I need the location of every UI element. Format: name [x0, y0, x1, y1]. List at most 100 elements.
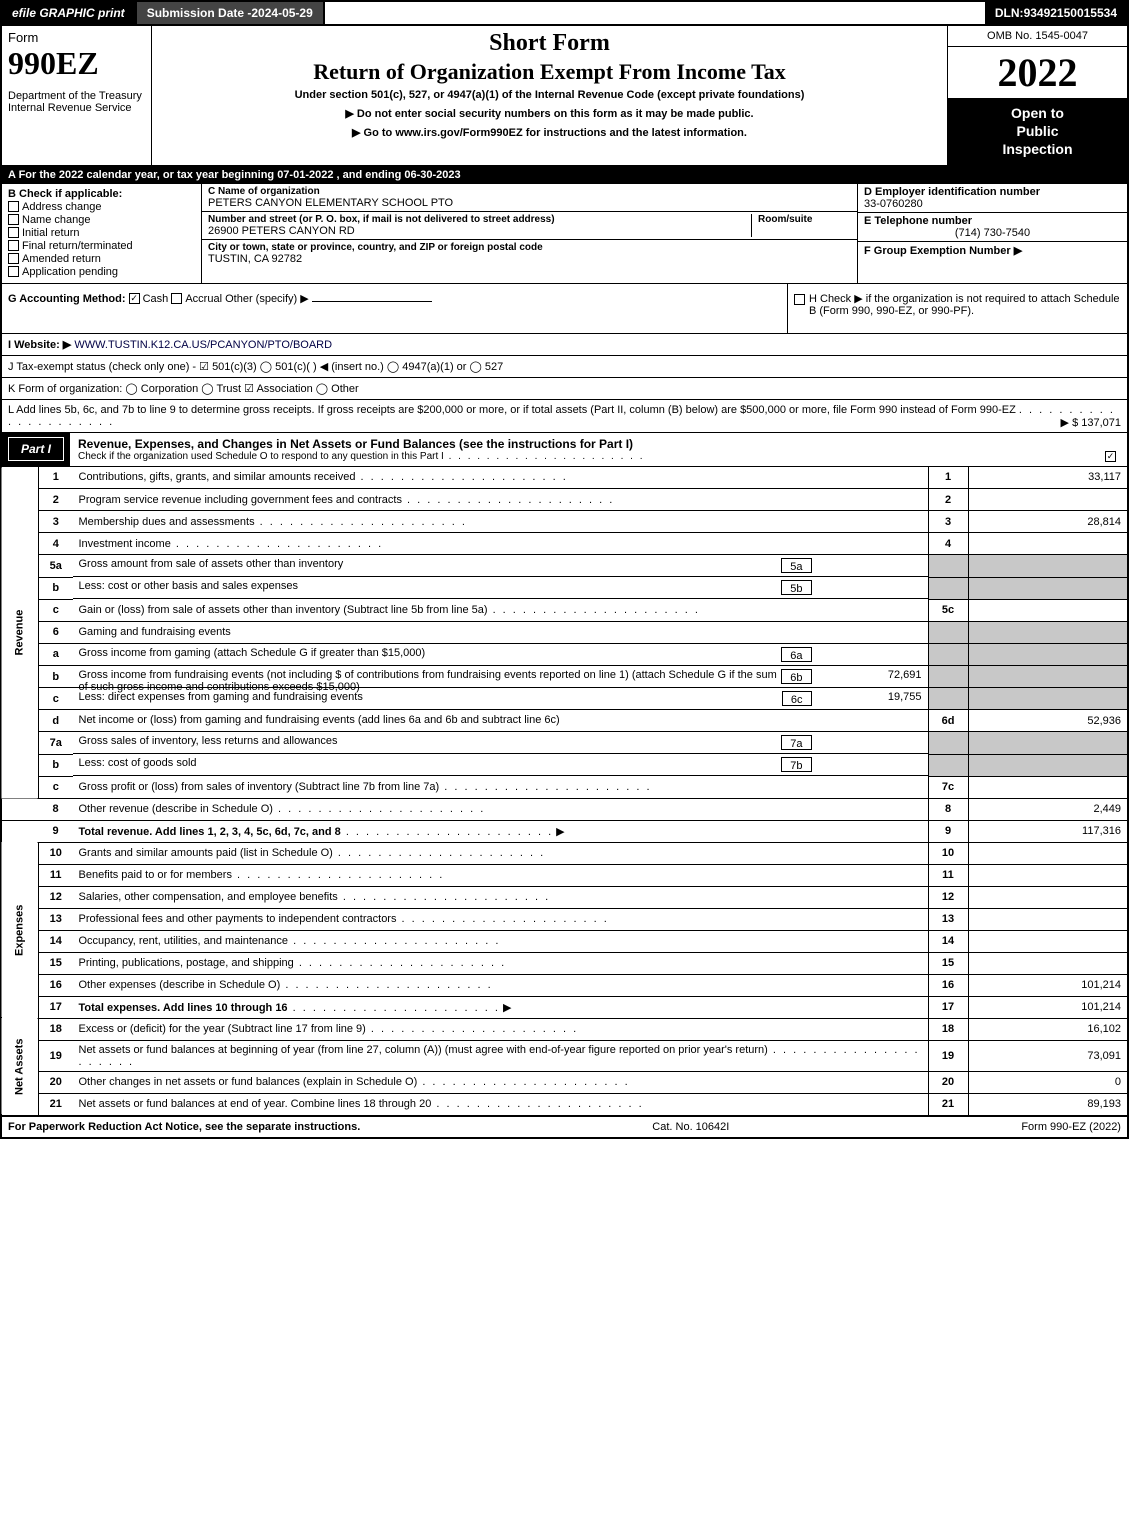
- line-7a: 7aGross sales of inventory, less returns…: [1, 732, 1128, 755]
- line-16: 16Other expenses (describe in Schedule O…: [1, 974, 1128, 996]
- org-name-label: C Name of organization: [208, 186, 851, 197]
- submission-date-value: 2024-05-29: [251, 6, 312, 20]
- sidelabel-revenue: Revenue: [1, 467, 39, 799]
- line-6c: cLess: direct expenses from gaming and f…: [1, 688, 1128, 710]
- line-12: 12Salaries, other compensation, and empl…: [1, 886, 1128, 908]
- street-label: Number and street (or P. O. box, if mail…: [208, 214, 751, 225]
- row-g-h: G Accounting Method: Cash Accrual Other …: [0, 284, 1129, 334]
- line-14: 14Occupancy, rent, utilities, and mainte…: [1, 930, 1128, 952]
- omb-number: OMB No. 1545-0047: [948, 26, 1127, 47]
- form-number: 990EZ: [8, 45, 145, 82]
- check-name-change[interactable]: Name change: [8, 214, 195, 226]
- footer-cat-no: Cat. No. 10642I: [652, 1121, 729, 1133]
- form-subtitle: Under section 501(c), 527, or 4947(a)(1)…: [156, 89, 943, 101]
- check-amended-return[interactable]: Amended return: [8, 253, 195, 265]
- box-b-title: B Check if applicable:: [8, 188, 195, 200]
- form-title-short: Short Form: [156, 30, 943, 57]
- form-id-block: Form 990EZ Department of the Treasury In…: [2, 26, 152, 165]
- check-initial-return[interactable]: Initial return: [8, 227, 195, 239]
- part-1-tab: Part I: [8, 437, 64, 461]
- footer-left: For Paperwork Reduction Act Notice, see …: [8, 1121, 360, 1133]
- line-4: 4Investment income4: [1, 533, 1128, 555]
- line-5c: cGain or (loss) from sale of assets othe…: [1, 599, 1128, 621]
- row-i-website: I Website: ▶ WWW.TUSTIN.K12.CA.US/PCANYO…: [0, 334, 1129, 356]
- accounting-method: G Accounting Method: Cash Accrual Other …: [2, 284, 787, 333]
- box-d: D Employer identification number 33-0760…: [857, 184, 1127, 283]
- dln-label: DLN:: [995, 6, 1024, 20]
- department-label: Department of the Treasury Internal Reve…: [8, 90, 145, 114]
- check-accrual[interactable]: [171, 293, 182, 304]
- box-c: C Name of organization PETERS CANYON ELE…: [202, 184, 857, 283]
- line-9: 9Total revenue. Add lines 1, 2, 3, 4, 5c…: [1, 820, 1128, 842]
- efile-print-button[interactable]: efile GRAPHIC print: [2, 2, 137, 24]
- line-10: Expenses 10Grants and similar amounts pa…: [1, 842, 1128, 864]
- submission-date: Submission Date - 2024-05-29: [137, 2, 325, 24]
- form-title-block: Short Form Return of Organization Exempt…: [152, 26, 947, 165]
- city-value: TUSTIN, CA 92782: [208, 253, 543, 265]
- check-address-change[interactable]: Address change: [8, 201, 195, 213]
- box-b: B Check if applicable: Address change Na…: [2, 184, 202, 283]
- website-label: I Website: ▶: [8, 339, 71, 351]
- section-bcd: B Check if applicable: Address change Na…: [0, 184, 1129, 284]
- check-schedule-b-not-required[interactable]: [794, 294, 805, 305]
- form-title-long: Return of Organization Exempt From Incom…: [156, 59, 943, 85]
- line-2: 2Program service revenue including gover…: [1, 489, 1128, 511]
- row-g-label: G Accounting Method:: [8, 293, 126, 305]
- line-5a: 5aGross amount from sale of assets other…: [1, 555, 1128, 578]
- line-3: 3Membership dues and assessments328,814: [1, 511, 1128, 533]
- line-6a: aGross income from gaming (attach Schedu…: [1, 643, 1128, 666]
- telephone-label: E Telephone number: [864, 215, 1121, 227]
- line-15: 15Printing, publications, postage, and s…: [1, 952, 1128, 974]
- line-19: 19Net assets or fund balances at beginni…: [1, 1040, 1128, 1071]
- line-17: 17Total expenses. Add lines 10 through 1…: [1, 996, 1128, 1018]
- line-20: 20Other changes in net assets or fund ba…: [1, 1071, 1128, 1093]
- row-j-tax-exempt-status: J Tax-exempt status (check only one) - ☑…: [0, 356, 1129, 378]
- top-bar: efile GRAPHIC print Submission Date - 20…: [0, 0, 1129, 26]
- sidelabel-expenses: Expenses: [1, 842, 39, 1018]
- line-6b: bGross income from fundraising events (n…: [1, 666, 1128, 688]
- row-l-text: L Add lines 5b, 6c, and 7b to line 9 to …: [8, 404, 1016, 416]
- check-cash[interactable]: [129, 293, 140, 304]
- row-h-text: H Check ▶ if the organization is not req…: [809, 293, 1120, 317]
- row-a-tax-year: A For the 2022 calendar year, or tax yea…: [0, 167, 1129, 184]
- page-footer: For Paperwork Reduction Act Notice, see …: [0, 1116, 1129, 1139]
- check-final-return[interactable]: Final return/terminated: [8, 240, 195, 252]
- street-value: 26900 PETERS CANYON RD: [208, 225, 751, 237]
- telephone-value: (714) 730-7540: [864, 227, 1121, 239]
- row-k-form-of-org: K Form of organization: ◯ Corporation ◯ …: [0, 378, 1129, 400]
- tax-year: 2022: [948, 47, 1127, 98]
- part-1-table: Revenue 1Contributions, gifts, grants, a…: [0, 467, 1129, 1116]
- line-13: 13Professional fees and other payments t…: [1, 908, 1128, 930]
- sidelabel-net-assets: Net Assets: [1, 1018, 39, 1115]
- line-7b: bLess: cost of goods sold7b: [1, 754, 1128, 776]
- row-h: H Check ▶ if the organization is not req…: [787, 284, 1127, 333]
- ein-label: D Employer identification number: [864, 186, 1121, 198]
- form-year-block: OMB No. 1545-0047 2022 Open to Public In…: [947, 26, 1127, 165]
- line-8: 8Other revenue (describe in Schedule O)8…: [1, 798, 1128, 820]
- dln: DLN: 93492150015534: [985, 2, 1127, 24]
- part-1-title: Revenue, Expenses, and Changes in Net As…: [70, 433, 1127, 466]
- website-link[interactable]: WWW.TUSTIN.K12.CA.US/PCANYON/PTO/BOARD: [74, 339, 332, 351]
- line-7c: cGross profit or (loss) from sales of in…: [1, 776, 1128, 798]
- line-11: 11Benefits paid to or for members11: [1, 864, 1128, 886]
- public-inspection-badge: Open to Public Inspection: [948, 98, 1127, 165]
- submission-date-label: Submission Date -: [147, 6, 252, 20]
- line-1: Revenue 1Contributions, gifts, grants, a…: [1, 467, 1128, 489]
- org-name: PETERS CANYON ELEMENTARY SCHOOL PTO: [208, 197, 851, 209]
- dln-value: 93492150015534: [1024, 6, 1117, 20]
- line-18: Net Assets 18Excess or (deficit) for the…: [1, 1018, 1128, 1040]
- group-exemption-label: F Group Exemption Number ▶: [864, 244, 1121, 257]
- goto-link[interactable]: ▶ Go to www.irs.gov/Form990EZ for instru…: [156, 126, 943, 139]
- part-1-header: Part I Revenue, Expenses, and Changes in…: [0, 433, 1129, 467]
- row-l-amount: ▶ $ 137,071: [1061, 416, 1121, 429]
- room-label: Room/suite: [758, 214, 851, 225]
- ein-value: 33-0760280: [864, 198, 1121, 210]
- form-header: Form 990EZ Department of the Treasury In…: [0, 26, 1129, 167]
- check-schedule-o-used[interactable]: [1105, 451, 1116, 462]
- check-application-pending[interactable]: Application pending: [8, 266, 195, 278]
- row-l-gross-receipts: L Add lines 5b, 6c, and 7b to line 9 to …: [0, 400, 1129, 433]
- line-21: 21Net assets or fund balances at end of …: [1, 1093, 1128, 1115]
- city-label: City or town, state or province, country…: [208, 242, 543, 253]
- ssn-warning: ▶ Do not enter social security numbers o…: [156, 107, 943, 120]
- line-5b: bLess: cost or other basis and sales exp…: [1, 577, 1128, 599]
